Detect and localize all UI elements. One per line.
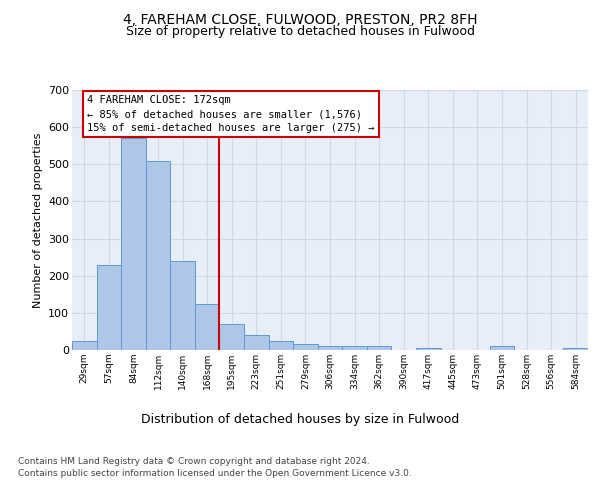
Text: Contains HM Land Registry data © Crown copyright and database right 2024.
Contai: Contains HM Land Registry data © Crown c… bbox=[18, 458, 412, 478]
Y-axis label: Number of detached properties: Number of detached properties bbox=[32, 132, 43, 308]
Text: 4, FAREHAM CLOSE, FULWOOD, PRESTON, PR2 8FH: 4, FAREHAM CLOSE, FULWOOD, PRESTON, PR2 … bbox=[123, 12, 477, 26]
Bar bbox=[269, 340, 293, 350]
Text: Distribution of detached houses by size in Fulwood: Distribution of detached houses by size … bbox=[141, 412, 459, 426]
Bar bbox=[342, 346, 367, 350]
Bar bbox=[293, 344, 318, 350]
Bar bbox=[146, 160, 170, 350]
Bar bbox=[490, 346, 514, 350]
Bar bbox=[170, 261, 195, 350]
Bar bbox=[220, 324, 244, 350]
Text: 4 FAREHAM CLOSE: 172sqm
← 85% of detached houses are smaller (1,576)
15% of semi: 4 FAREHAM CLOSE: 172sqm ← 85% of detache… bbox=[88, 95, 375, 133]
Bar bbox=[97, 264, 121, 350]
Bar bbox=[195, 304, 220, 350]
Bar bbox=[244, 335, 269, 350]
Bar bbox=[367, 346, 391, 350]
Bar bbox=[318, 346, 342, 350]
Text: Size of property relative to detached houses in Fulwood: Size of property relative to detached ho… bbox=[125, 25, 475, 38]
Bar bbox=[563, 348, 588, 350]
Bar bbox=[121, 138, 146, 350]
Bar bbox=[72, 340, 97, 350]
Bar bbox=[416, 348, 440, 350]
